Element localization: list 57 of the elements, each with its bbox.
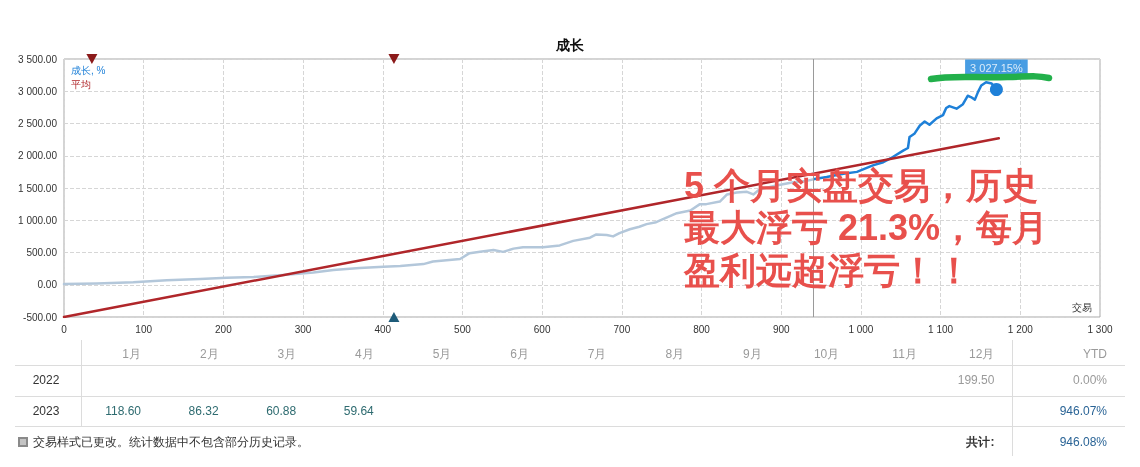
y-tick-label: 1 500.00 [18, 182, 58, 194]
x-tick-label: 800 [693, 323, 711, 335]
x-axis-title: 交易 [1072, 301, 1092, 313]
y-tick-label: 3 000.00 [18, 85, 58, 97]
x-tick-label: 8月 [665, 346, 685, 362]
x-tick-label: 2月 [199, 346, 219, 362]
text: 成长, % [71, 64, 106, 76]
x-tick-label: 10月 [813, 346, 840, 362]
x-tick-label: 3月 [277, 346, 297, 362]
point [86, 54, 98, 64]
x-tick-label: 400 [374, 323, 392, 335]
y-tick-label: -500.00 [23, 311, 58, 323]
x-tick-label: 1月 [122, 346, 141, 362]
annotation: 946.08% [1059, 433, 1107, 450]
x-tick-label: 200 [215, 323, 233, 335]
data-label: 0.00% [1072, 372, 1107, 388]
text: 平均 [71, 78, 91, 90]
data-label: 199.50 [957, 372, 995, 388]
x-tick-label: 1 200 [1007, 323, 1034, 335]
x-tick-label: 1 100 [928, 323, 954, 335]
y-tick-label: 2022 [31, 372, 61, 388]
x-tick-label: 1 000 [848, 323, 874, 335]
y-tick-label: 1 000.00 [18, 214, 58, 226]
y-tick-label: 2023 [31, 402, 61, 419]
y-tick-label: 500.00 [26, 247, 58, 258]
data-label: 86.32 [188, 402, 219, 419]
y-tick-label: 2 500.00 [18, 118, 58, 129]
x-tick-label: 500 [454, 323, 472, 335]
y-tick-label: 2 000.00 [18, 150, 58, 162]
x-tick-label: 5月 [432, 346, 452, 362]
x-tick-label: 9月 [742, 346, 762, 362]
point [989, 83, 1003, 96]
chart-title: 成长 [555, 37, 585, 53]
x-tick-label: YTD [1083, 346, 1107, 362]
y-tick-label: 0.00 [37, 279, 58, 291]
x-tick-label: 300 [294, 323, 312, 335]
x-tick-label: 4月 [355, 346, 374, 362]
data-label: 60.88 [266, 402, 297, 419]
x-tick-label: 11月 [892, 346, 917, 362]
x-tick-label: 700 [613, 323, 631, 335]
data-label: 118.60 [105, 402, 141, 419]
y-tick-label: 3 500.00 [18, 53, 58, 65]
point [388, 312, 400, 322]
x-tick-label: 12月 [969, 346, 995, 362]
x-tick-label: 900 [772, 323, 791, 335]
x-tick-label: 7月 [587, 346, 607, 362]
data-label: 946.07% [1059, 402, 1107, 419]
x-tick-label: 100 [135, 323, 153, 335]
x-tick-label: 0 [61, 323, 68, 335]
data-label: 59.64 [343, 402, 374, 419]
x-tick-label: 600 [533, 323, 551, 335]
annotation: 共计: [966, 433, 995, 450]
x-tick-label: 1 300 [1087, 323, 1113, 335]
point [388, 54, 400, 64]
x-tick-label: 6月 [510, 346, 529, 362]
annotation: 交易样式已更改。统计数据中不包含部分历史记录。 [33, 433, 309, 450]
annotation: 3 027.15% [970, 62, 1023, 74]
